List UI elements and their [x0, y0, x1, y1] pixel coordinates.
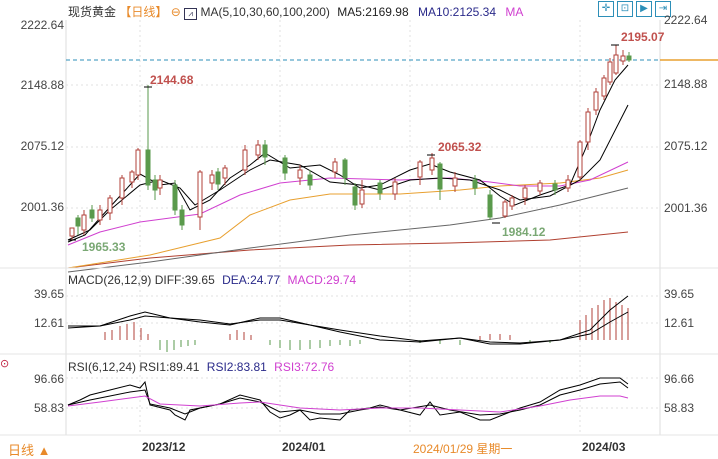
rsi2-value: RSI2:83.81: [206, 360, 267, 374]
rsi-label: RSI(6,12,24): [68, 360, 137, 374]
rsi-tick: 58.83: [33, 401, 64, 415]
ma5-value: MA5:2169.98: [337, 5, 409, 19]
price-tick: 2075.12: [20, 139, 64, 153]
date-label: 2024/01: [282, 440, 326, 454]
macd-diff: DIFF:39.65: [154, 273, 215, 287]
price-tick: 2222.64: [20, 18, 64, 32]
settings-target-icon[interactable]: ⊙: [0, 358, 10, 370]
price-tick-right: 2075.12: [664, 139, 708, 153]
price-tick: 2001.36: [20, 200, 64, 214]
crosshair-button[interactable]: ✛: [598, 1, 614, 17]
rsi-tick: 96.66: [33, 372, 64, 386]
price-tick-right: 2148.88: [664, 77, 708, 91]
rsi-tick-right: 58.83: [664, 401, 695, 415]
annotation-high: 2195.07: [621, 30, 665, 44]
macd-histogram: [104, 298, 629, 352]
candles: [68, 44, 632, 241]
price-tick-right: 2001.36: [664, 201, 708, 215]
indicator-chart-icon[interactable]: ⩘: [184, 8, 198, 20]
macd-label: MACD(26,12,9): [68, 273, 152, 287]
period-select-button[interactable]: 日线 ▲: [8, 443, 51, 458]
annotation-low: 1965.33: [82, 240, 126, 254]
date-label: 2024/03: [582, 440, 626, 454]
cursor-date-label: 2024/01/29 星期一: [413, 442, 513, 456]
date-label: 2023/12: [142, 440, 186, 454]
macd-tick-right: 12.61: [664, 316, 695, 330]
rsi1-value: RSI1:89.41: [139, 360, 200, 374]
rsi3-value: RSI3:72.76: [274, 360, 335, 374]
ma-label: MA(5,10,30,60,100,200): [200, 5, 330, 19]
goto-end-button[interactable]: ⇥: [655, 1, 671, 17]
annotation-high: 2144.68: [150, 73, 194, 87]
ma-more-value: MA: [505, 5, 524, 19]
macd-tick-right: 39.65: [664, 287, 695, 301]
price-tick: 2148.88: [20, 78, 64, 92]
chart-header: 现货黄金 【日线】 ⊖ ⩘ MA(5,10,30,60,100,200) MA5…: [68, 3, 523, 20]
play-button[interactable]: ▶: [636, 1, 652, 17]
annotation-low: 1984.12: [502, 225, 546, 239]
macd-tick: 39.65: [33, 287, 64, 301]
macd-tick: 12.61: [33, 316, 64, 330]
rsi-tick-right: 96.66: [664, 372, 695, 386]
macd-value: MACD:29.74: [287, 273, 357, 287]
macd-legend: MACD(26,12,9) DIFF:39.65 DEA:24.77 MACD:…: [68, 273, 356, 287]
gridlines: [66, 20, 660, 435]
add-indicator-icon[interactable]: ⊖: [170, 5, 181, 19]
price-tick-right: 2222.64: [664, 13, 708, 27]
ma10-value: MA10:2125.34: [417, 5, 497, 19]
annotation-high: 2065.32: [438, 140, 482, 154]
zoom-range-button[interactable]: ⊡: [617, 1, 633, 17]
instrument-title: 现货黄金: [68, 5, 117, 19]
period-label[interactable]: 【日线】: [119, 5, 168, 19]
macd-dea: DEA:24.77: [222, 273, 281, 287]
rsi-legend: RSI(6,12,24) RSI1:89.41 RSI2:83.81 RSI3:…: [68, 360, 334, 374]
